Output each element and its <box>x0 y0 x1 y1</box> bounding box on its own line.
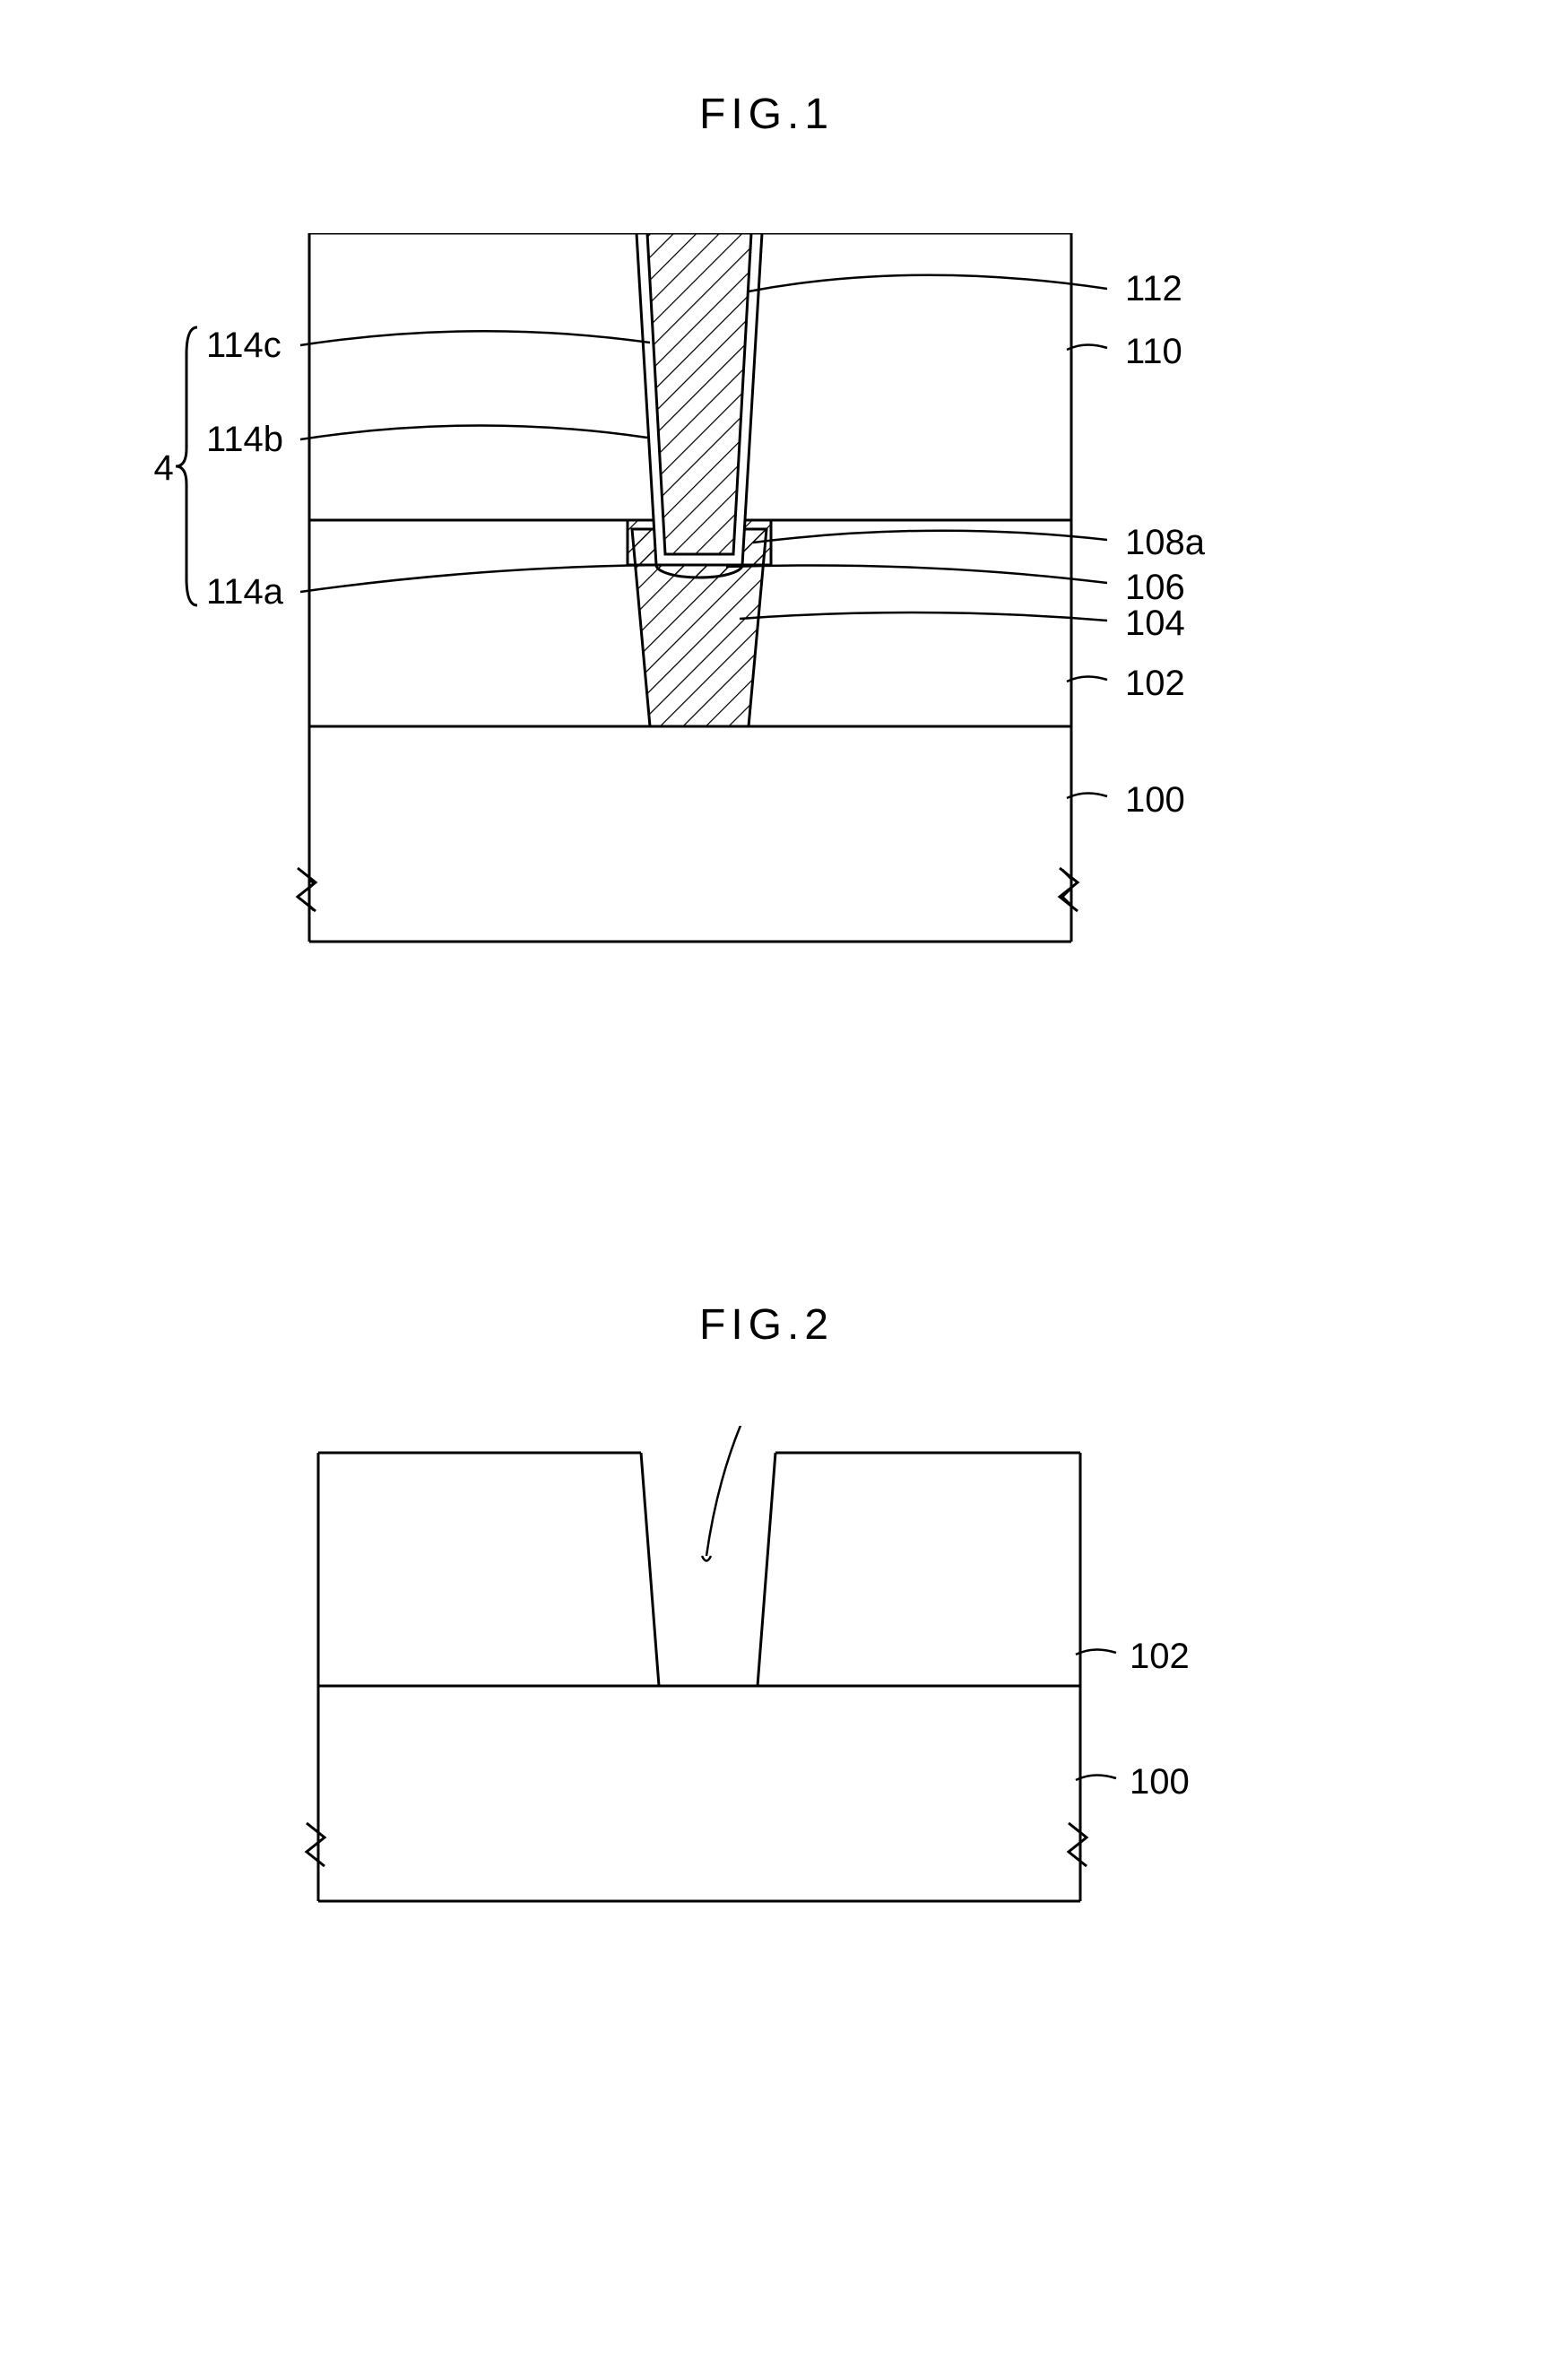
fig1-left-labels: 114c 114b 114a <box>206 326 681 612</box>
fig1-right-labels: 112 110 108a 106 104 102 100 <box>726 269 1206 820</box>
via-112-inner <box>647 233 751 554</box>
fig2-label-104: 104 <box>702 1426 809 1561</box>
label-110: 110 <box>1125 332 1182 371</box>
break-mark-right-outer <box>1060 868 1078 911</box>
label-102-fig2: 102 <box>1130 1637 1190 1676</box>
label-108a: 108a <box>1125 523 1206 562</box>
fig2-break-left <box>307 1823 325 1866</box>
label-100-fig2: 100 <box>1130 1762 1190 1802</box>
notch-108a-left <box>628 520 656 565</box>
hole-104-left <box>641 1453 659 1686</box>
brace-114: 114 <box>152 327 197 605</box>
label-104: 104 <box>1125 604 1185 643</box>
hole-104-right <box>758 1453 775 1686</box>
label-114c: 114c <box>206 326 281 365</box>
figure-2-title: FIG.2 <box>699 1300 834 1350</box>
break-mark-left-outer <box>298 868 316 911</box>
label-114a: 114a <box>206 572 284 612</box>
fig2-break-right <box>1069 1823 1087 1866</box>
label-114: 114 <box>152 448 174 488</box>
label-106: 106 <box>1125 568 1185 607</box>
figure-1-title: FIG.1 <box>699 90 834 139</box>
figure-2: 102 100 104 <box>278 1426 1354 2125</box>
label-102: 102 <box>1125 664 1185 703</box>
fig2-right-labels: 102 100 <box>1076 1637 1190 1802</box>
label-100: 100 <box>1125 780 1185 820</box>
figure-1: 112 110 108a 106 104 102 100 114c 1 <box>152 206 1407 1112</box>
label-114b: 114b <box>206 420 283 459</box>
label-112: 112 <box>1125 269 1182 308</box>
